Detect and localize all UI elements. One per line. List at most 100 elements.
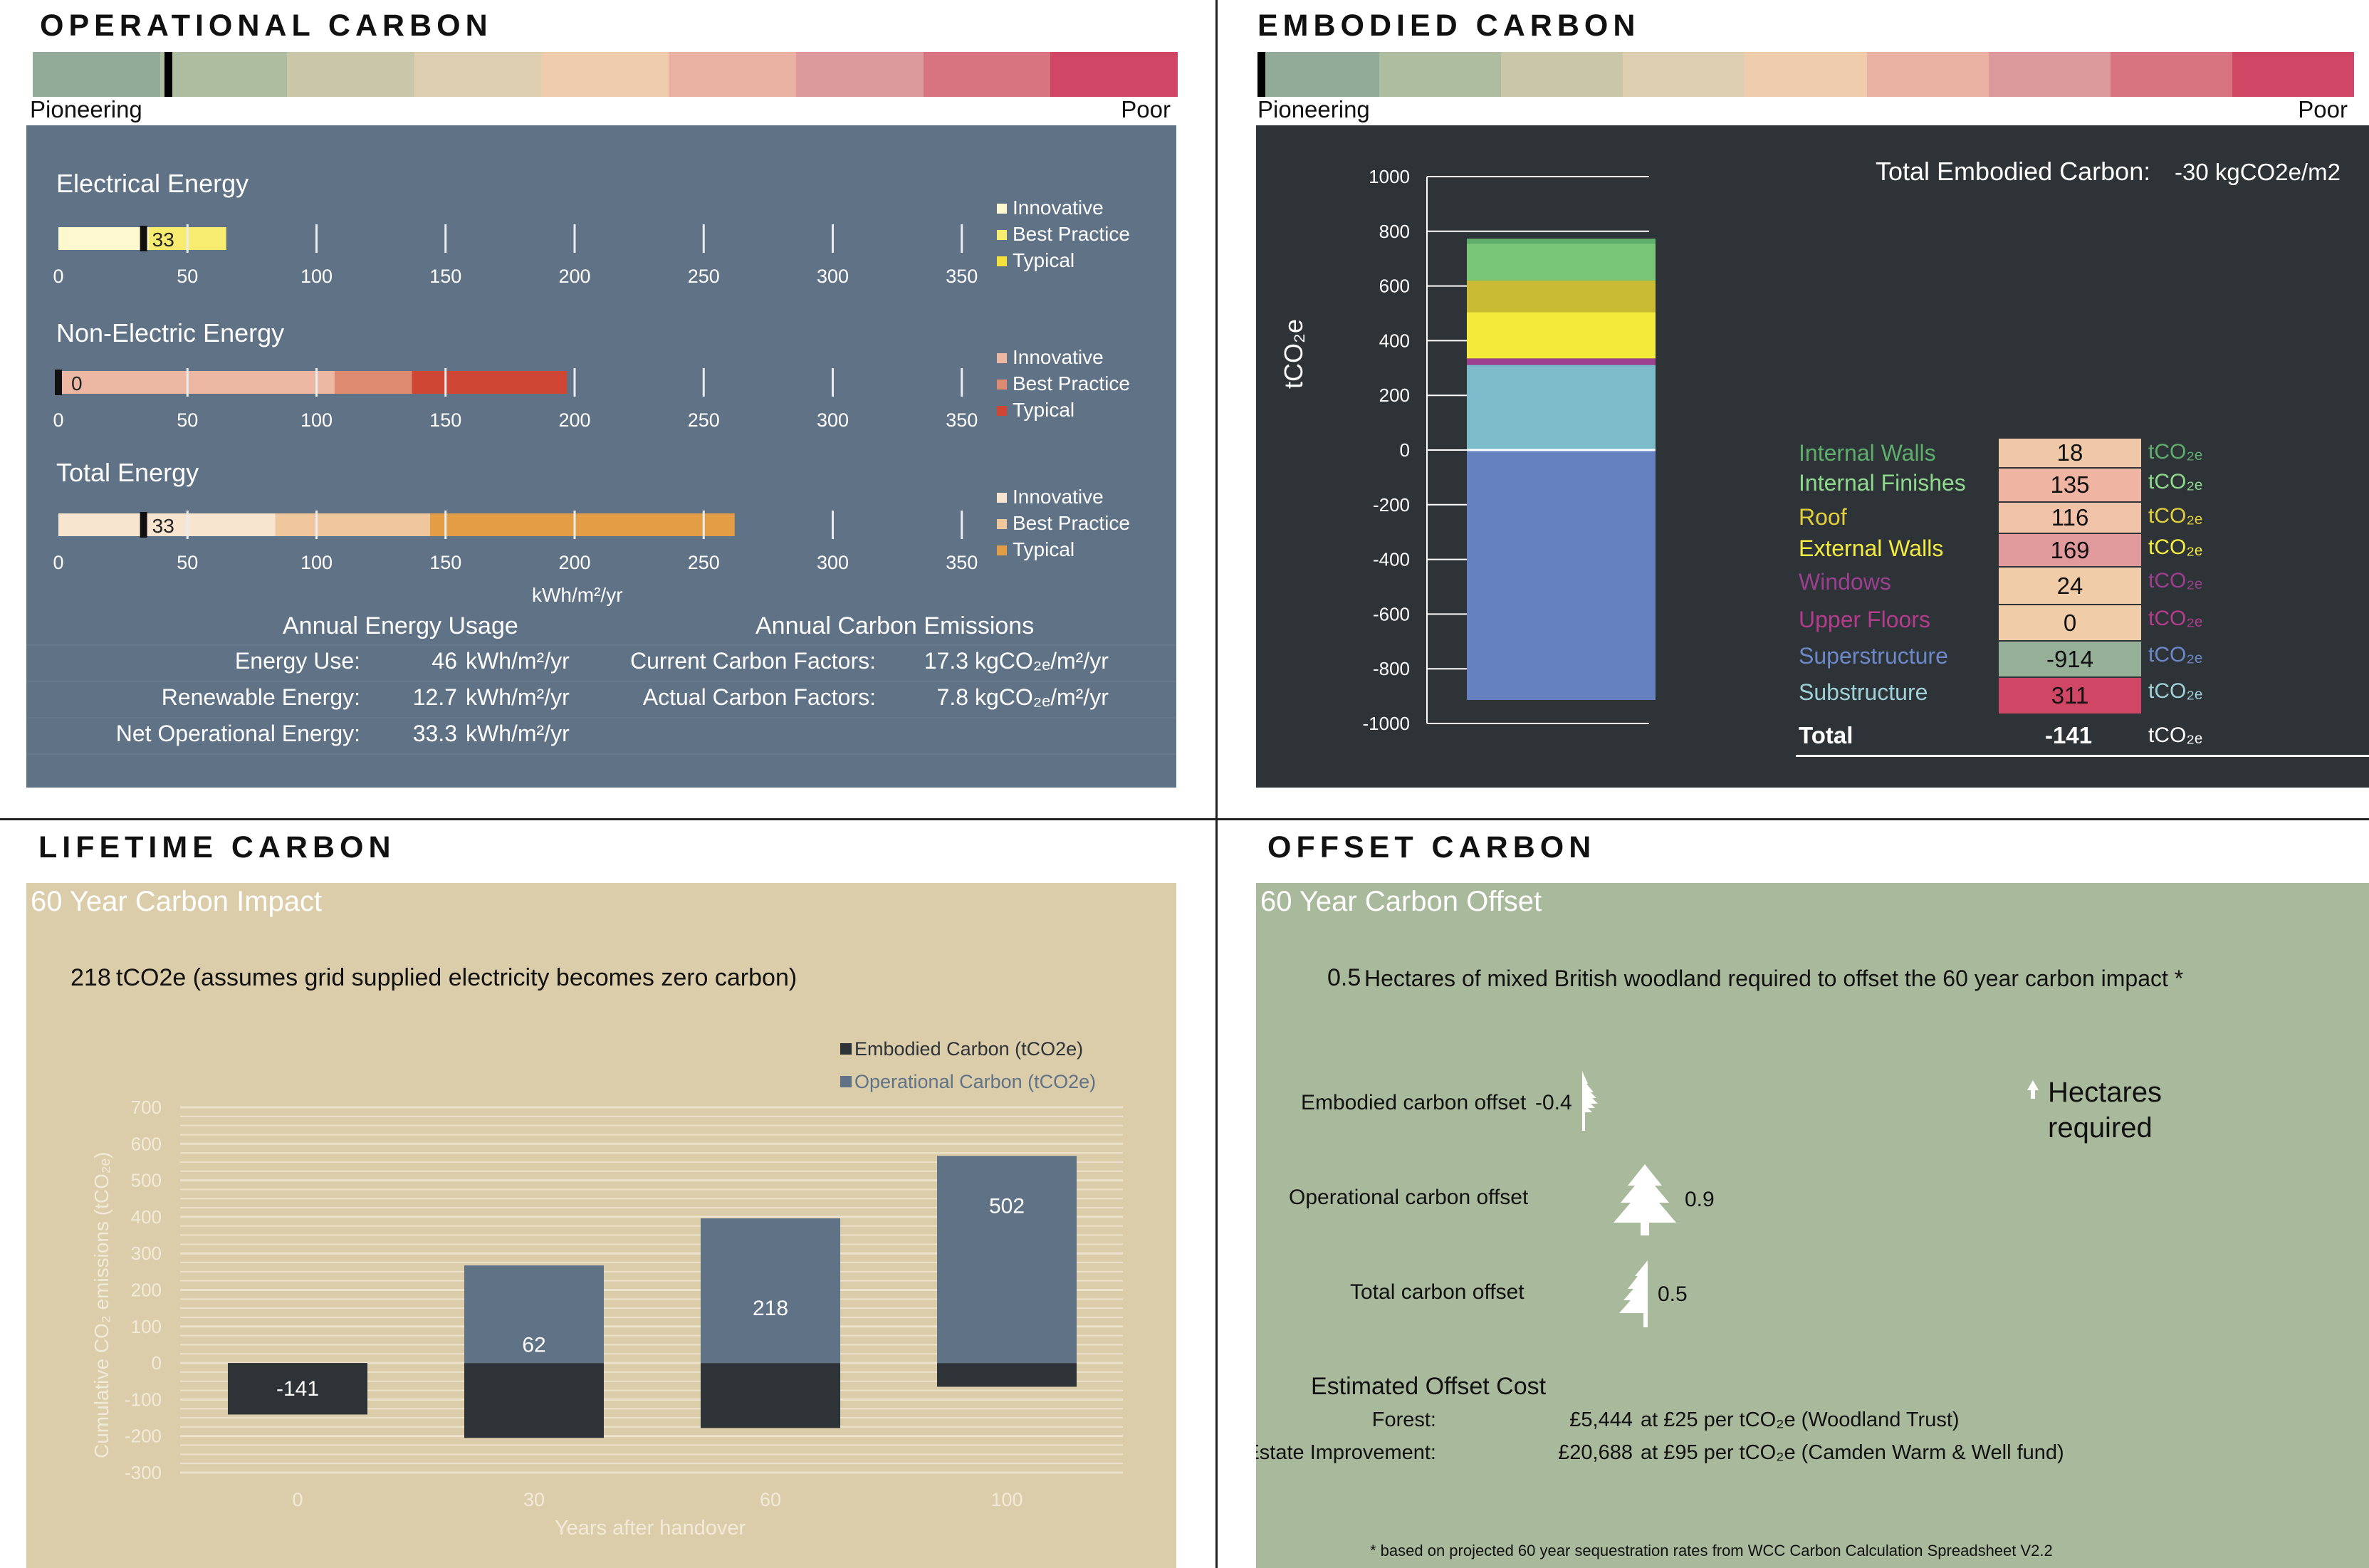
tick-label: 50 (177, 552, 198, 573)
stack-segment-substructure (1467, 365, 1656, 450)
operational-bar (701, 1218, 840, 1364)
hectares-value: 0.5 (1327, 964, 1361, 991)
tick-label: 200 (1379, 385, 1410, 406)
lifetime-bar-chart: 700 600 500 400 300 200 100 0 -100 -200 -300 -141 0 6… (125, 1097, 1123, 1510)
stack-segment-internal-walls (1467, 239, 1656, 244)
forest-text: at £25 per tCO₂e (Woodland Trust) (1641, 1408, 1960, 1431)
legend-swatch (997, 353, 1007, 363)
tick-label: 200 (558, 552, 590, 573)
estate-label: Estate Improvement: (1256, 1441, 1436, 1464)
scale-band (1379, 52, 1502, 97)
legend-operational-swatch (840, 1076, 852, 1087)
embodied-panel: 1000 800 600 400 200 0 -200 -400 -600 -800 -1000 T… (1256, 125, 2369, 788)
embodied-bar (701, 1363, 840, 1428)
embodied-offset-value: -0.4 (1535, 1091, 1572, 1114)
operational-offset-label: Operational carbon offset (1289, 1186, 1529, 1209)
embodied-carbon-section: EMBODIED CARBON Pioneering Poor 1000 800 6… (1218, 0, 2369, 817)
tree-icon (1612, 1164, 1678, 1235)
tick-label: 200 (558, 266, 590, 287)
total-embodied-value: -30 kgCO2e/m2 (2175, 159, 2341, 185)
legend-label: Best Practice (1013, 512, 1130, 534)
value-marker (140, 226, 147, 251)
legend-swatch (997, 380, 1007, 390)
stack-segment-internal-finishes (1467, 244, 1656, 281)
table-row-name: Roof (1799, 504, 1847, 530)
current-factors-value: 17.3 (924, 648, 968, 674)
scale-band (414, 52, 542, 97)
scale-right-label: Poor (2298, 96, 2348, 122)
legend-swatch (997, 256, 1007, 266)
row-title: Total Energy (56, 458, 199, 487)
energy-row-chart: Total Energy 0 50 100 150 200 250 300 350 33 Innov… (53, 458, 1129, 573)
category-label: 60 (760, 1489, 781, 1510)
emissions-title: Annual Carbon Emissions (755, 612, 1035, 639)
section-title: OPERATIONAL CARBON (40, 9, 493, 43)
table-row-name: Superstructure (1799, 643, 1948, 669)
table-row-value: -914 (1999, 640, 2141, 676)
scale-band (1745, 52, 1867, 97)
hectares-text: Hectares of mixed British woodland requi… (1364, 966, 2184, 991)
usage-title: Annual Energy Usage (283, 612, 518, 639)
embodied-table: Internal Walls 18 tCO₂ₑ Internal Finishes 13… (1256, 125, 2369, 788)
scale-band (159, 52, 288, 97)
tick-label: 250 (688, 409, 720, 431)
section-title: EMBODIED CARBON (1257, 9, 1641, 43)
energy-bar-innovative (58, 371, 335, 394)
section-title: OFFSET CARBON (1267, 830, 1596, 864)
horizontal-divider (0, 818, 2369, 820)
category-label: 0 (292, 1489, 303, 1510)
scale-band (33, 52, 160, 97)
table-row-unit: tCO₂ₑ (2148, 643, 2203, 667)
offset-panel: 60 Year Carbon Offset 0.5 Hectares of mi… (1256, 883, 2369, 1568)
forest-value: £5,444 (1569, 1408, 1633, 1431)
tick-label: 700 (131, 1097, 162, 1118)
tick-label: 0 (53, 266, 63, 287)
impact-value: 218 (70, 964, 111, 991)
net-value: 33.3 (412, 721, 457, 746)
renewable-label: Renewable Energy: (161, 684, 360, 710)
tree-icon (1615, 1260, 1648, 1329)
tick-label: 0 (53, 409, 63, 431)
table-total-unit: tCO₂ₑ (2148, 723, 2203, 747)
energy-use-label: Energy Use: (234, 648, 360, 674)
tick-label: 350 (946, 409, 978, 431)
tick-label: 600 (1379, 276, 1410, 297)
tick-label: 250 (688, 552, 720, 573)
offset-carbon-section: OFFSET CARBON 60 Year Carbon Offset 0.5 … (1218, 820, 2369, 1568)
renewable-value: 12.7 (412, 684, 457, 710)
tick-label: 1000 (1369, 166, 1410, 187)
renewable-unit: kWh/m²/yr (466, 684, 570, 710)
tick-label: 600 (131, 1133, 162, 1154)
lifetime-carbon-section: LIFETIME CARBON 60 Year Carbon Impact 21… (0, 820, 1215, 1568)
scale-band (541, 52, 669, 97)
actual-factors-value: 7.8 (936, 684, 968, 710)
stack-segment-windows (1467, 358, 1656, 365)
row-title: Electrical Energy (56, 169, 249, 198)
tick-label: -100 (125, 1389, 162, 1410)
tick-label: -600 (1373, 603, 1410, 624)
tick-label: 100 (300, 266, 333, 287)
table-row-unit: tCO₂ₑ (2148, 504, 2203, 528)
tree-icon (1582, 1071, 1611, 1135)
operational-offset-value: 0.9 (1685, 1188, 1715, 1211)
impact-text: tCO2e (assumes grid supplied electricity… (116, 964, 797, 991)
section-title: LIFETIME CARBON (38, 830, 396, 864)
table-total-value: -141 (2045, 722, 2093, 748)
scale-band (796, 52, 924, 97)
energy-unit-label: kWh/m²/yr (532, 584, 623, 606)
footnote: * based on projected 60 year sequestrati… (1370, 1542, 2053, 1559)
table-row-value: 135 (1999, 467, 2141, 501)
panel-title: 60 Year Carbon Impact (31, 886, 323, 917)
total-embodied-label: Total Embodied Carbon: (1876, 157, 2151, 186)
scale-left-label: Pioneering (30, 96, 142, 122)
operational-carbon-section: OPERATIONAL CARBON Pioneering Poor Elect… (0, 0, 1215, 817)
energy-use-value: 46 (432, 648, 457, 674)
table-row-value: 311 (1999, 676, 2141, 714)
rating-scale (1257, 52, 2354, 97)
category-label: 100 (990, 1489, 1023, 1510)
table-row-value: 169 (1999, 533, 2141, 566)
panel-title: 60 Year Carbon Offset (1260, 886, 1542, 917)
tick-label: -300 (125, 1462, 162, 1483)
tick-label: 150 (429, 409, 461, 431)
legend-operational: Operational Carbon (tCO2e) (854, 1071, 1097, 1092)
